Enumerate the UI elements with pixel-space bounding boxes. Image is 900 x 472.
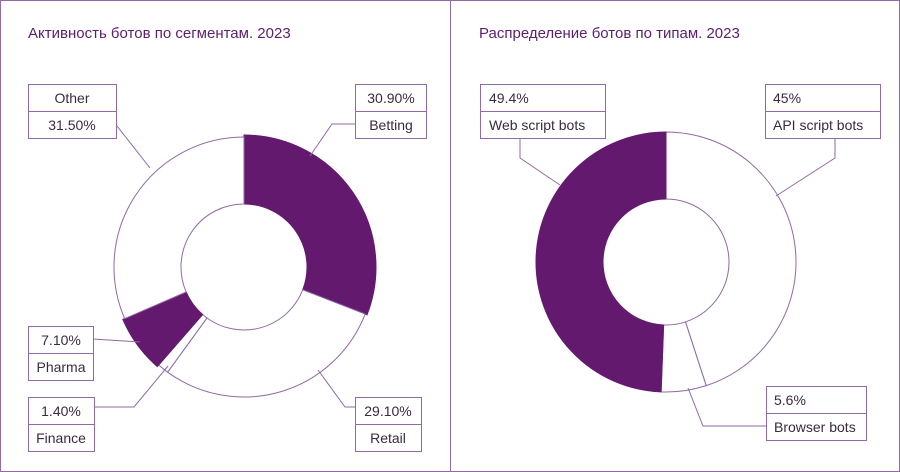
slice-other — [113, 136, 245, 320]
slice-label-retail: Retail — [370, 430, 406, 446]
chart-title-types: Распределение ботов по типам. 2023 — [479, 25, 740, 42]
label-box-finance-value — [28, 397, 95, 425]
leader-line-other — [116, 125, 151, 169]
slice-value-finance: 1.40% — [41, 403, 81, 419]
leader-line-finance — [94, 365, 169, 408]
slice-retail — [166, 289, 366, 398]
slice-value-pharma: 7.10% — [41, 332, 81, 348]
label-box-finance-name — [28, 424, 95, 452]
label-box-web-script-name — [480, 111, 606, 139]
slice-label-web-script-bots: Web script bots — [489, 117, 585, 133]
leader-line-browser-bots — [687, 387, 766, 427]
slice-label-api-script-bots: API script bots — [773, 117, 863, 133]
slice-betting — [243, 134, 377, 316]
slice-label-browser-bots: Browser bots — [774, 419, 856, 435]
slice-value-browser-bots: 5.6% — [774, 392, 806, 408]
label-box-browser-value — [766, 386, 867, 414]
chart-title-segments: Активность ботов по сегментам. 2023 — [28, 25, 291, 42]
label-box-other-value — [28, 111, 117, 139]
slice-value-retail: 29.10% — [364, 403, 411, 419]
label-box-pharma-value — [28, 326, 94, 354]
slice-value-betting: 30.90% — [367, 90, 414, 106]
slice-label-finance: Finance — [36, 430, 86, 446]
slice-pharma — [122, 291, 204, 368]
label-box-api-script-name — [765, 111, 881, 139]
slice-api-script-bots — [665, 131, 797, 387]
label-box-api-script-value — [765, 84, 881, 112]
leader-line-api-script-bots — [775, 138, 836, 197]
leader-line-betting — [309, 123, 355, 157]
leader-line-web-script-bots — [519, 138, 561, 186]
slice-value-other: 31.50% — [48, 117, 95, 133]
label-box-browser-name — [766, 413, 867, 441]
leader-line-retail — [317, 369, 355, 408]
label-box-retail-name — [355, 424, 422, 452]
donut-types — [535, 131, 797, 393]
slice-label-other: Other — [54, 90, 89, 106]
donut-segments — [113, 134, 377, 398]
slice-value-api-script-bots: 45% — [773, 90, 801, 106]
slice-value-web-script-bots: 49.4% — [489, 90, 529, 106]
slice-label-pharma: Pharma — [36, 359, 85, 375]
label-box-web-script-value — [480, 84, 606, 112]
label-box-betting-name — [355, 111, 427, 139]
slice-label-betting: Betting — [369, 117, 413, 133]
label-box-pharma-name — [28, 353, 94, 381]
leader-line-pharma — [92, 338, 141, 343]
slice-web-script-bots — [535, 131, 667, 393]
label-box-other-name — [28, 84, 117, 112]
